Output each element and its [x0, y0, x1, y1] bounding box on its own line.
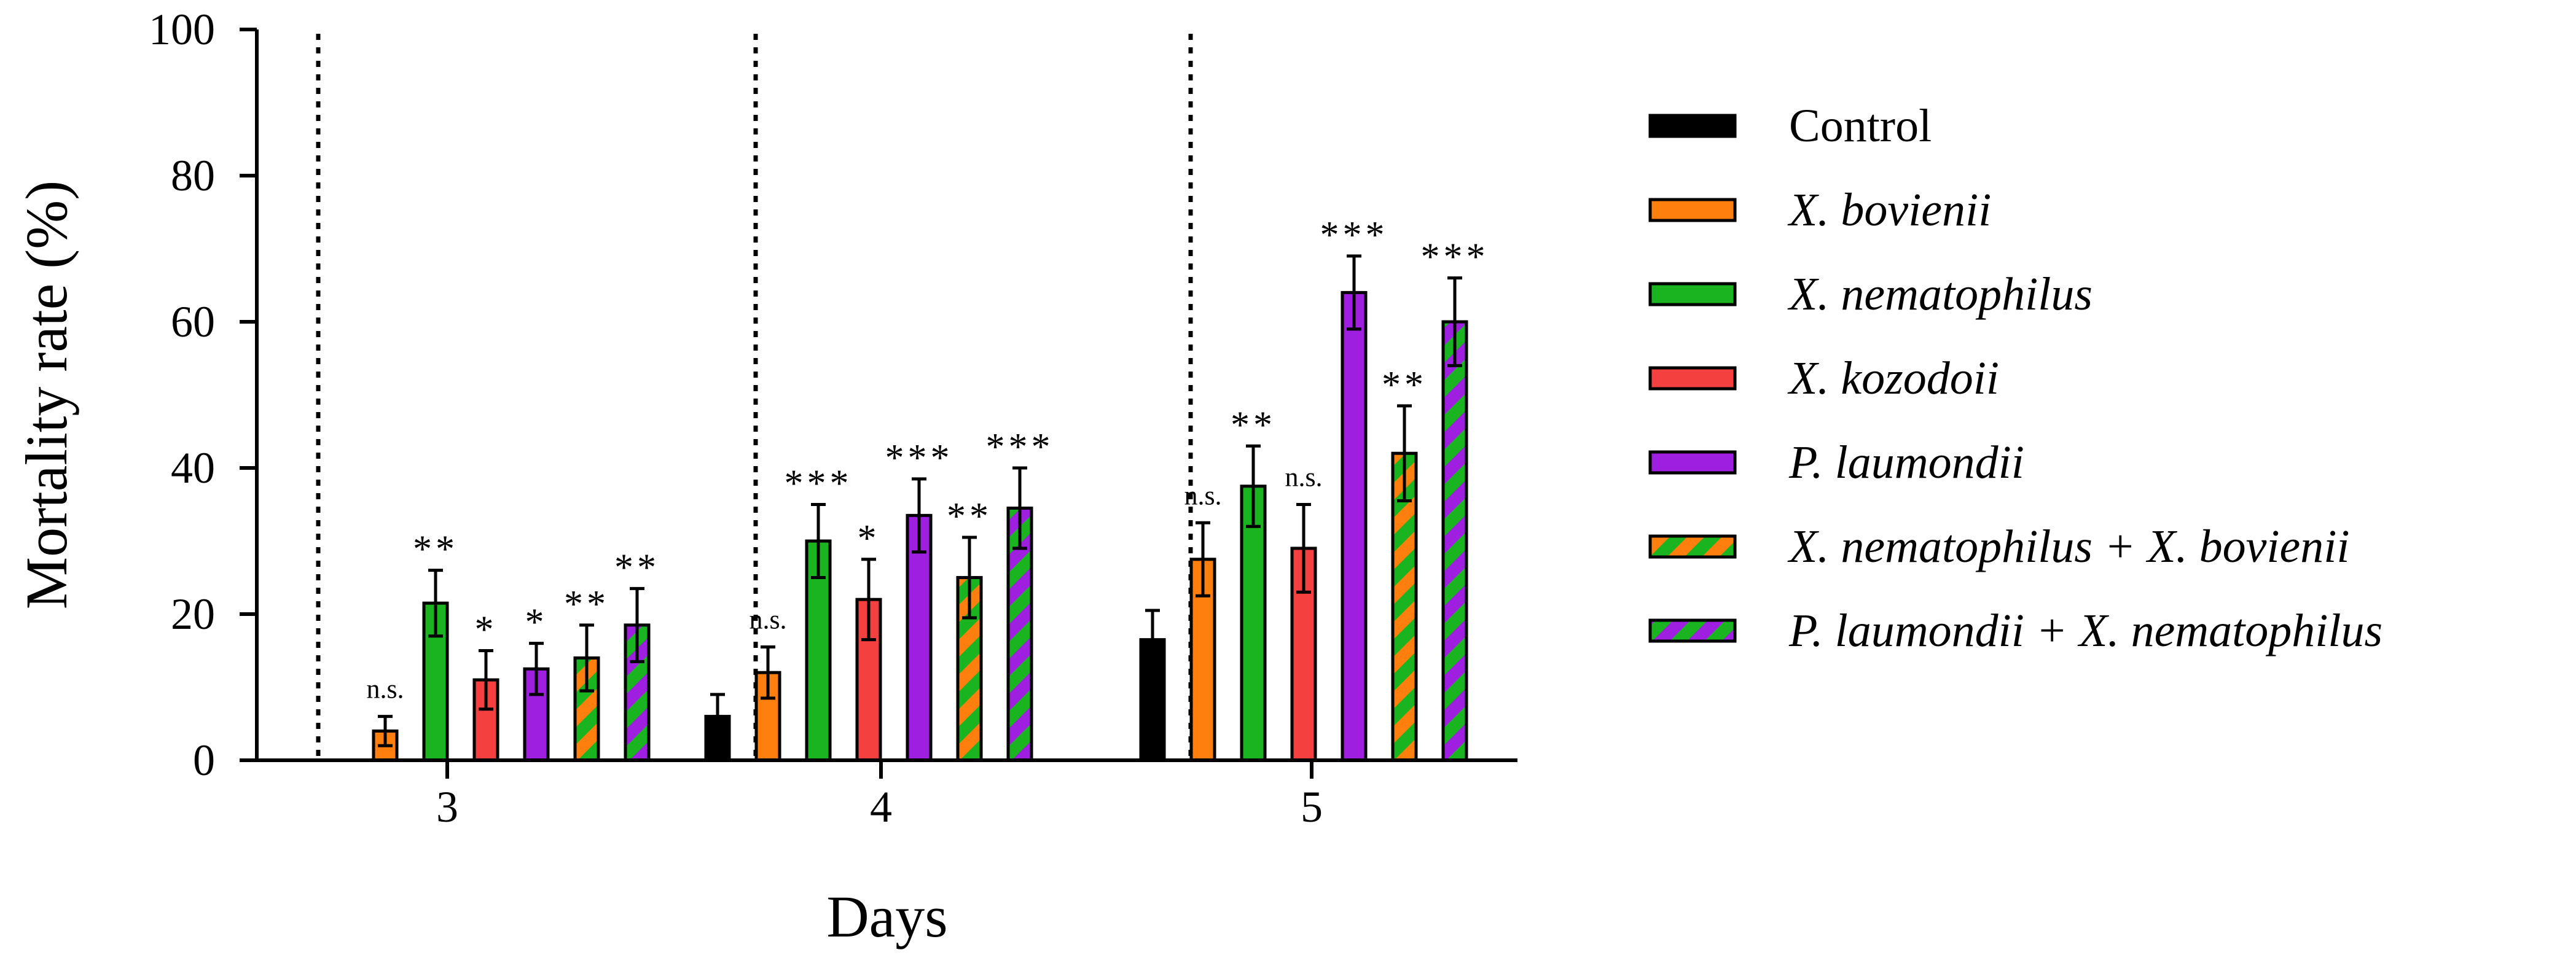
significance-label-ns: n.s. [1184, 480, 1221, 510]
x-tick-label: 5 [1301, 782, 1323, 831]
legend-swatch [1648, 198, 1737, 222]
bar [1341, 290, 1368, 762]
legend-swatch [1648, 282, 1737, 306]
significance-label-ns: n.s. [366, 674, 404, 704]
y-tick-label: 80 [171, 151, 215, 200]
significance-label-ns: n.s. [1285, 462, 1322, 493]
significance-label: *** [1421, 236, 1489, 278]
x-tick-label: 4 [870, 782, 892, 831]
significance-label: ** [564, 583, 609, 625]
significance-label: *** [785, 463, 853, 505]
legend-label: X. kozodoii [1787, 352, 1999, 404]
significance-label-ns: n.s. [749, 605, 786, 635]
significance-label: ** [413, 529, 458, 571]
significance-label: ** [947, 496, 992, 537]
legend-label: X. bovienii [1787, 184, 1991, 236]
y-tick-label: 20 [171, 590, 215, 639]
significance-label: ** [614, 547, 660, 588]
y-tick-label: 0 [193, 736, 215, 785]
plot-area: n.s.n.s.n.s.*********n.s.***************… [316, 34, 1489, 762]
legend-swatch [1648, 618, 1737, 643]
legend-swatch [1648, 450, 1737, 475]
significance-label: * [475, 609, 498, 651]
y-tick-label: 100 [149, 5, 215, 54]
x-ticks: 3 4 5 [436, 760, 1323, 831]
legend-swatch [1648, 366, 1737, 391]
y-tick-label: 40 [171, 443, 215, 493]
legend-swatch [1648, 534, 1737, 559]
legend-label: Control [1789, 100, 1932, 152]
legend: Control X. bovienii X. nematophilus X. kozo… [1648, 100, 2382, 656]
legend-label: X. nematophilus [1787, 268, 2093, 320]
significance-label: *** [1320, 214, 1388, 256]
significance-label: *** [986, 426, 1054, 468]
significance-label: *** [885, 437, 953, 479]
legend-label: X. nematophilus + X. bovienii [1787, 521, 2349, 572]
significance-label: ** [1382, 364, 1427, 406]
y-ticks: 0 20 40 60 80 100 [149, 5, 257, 785]
legend-swatch [1648, 114, 1737, 138]
significance-label: ** [1231, 404, 1276, 446]
y-axis-label: Mortality rate (%) [14, 181, 79, 609]
legend-label: P. laumondii [1788, 437, 2024, 488]
x-tick-label: 3 [436, 782, 458, 831]
axes: 0 20 40 60 80 100 3 4 5 Mortality rate (%) Days [14, 5, 1517, 949]
significance-label: * [858, 518, 880, 559]
bar [1441, 320, 1468, 762]
x-axis-label: Days [826, 884, 947, 949]
legend-label: P. laumondii + X. nematophilus [1788, 605, 2382, 656]
significance-label: * [525, 602, 548, 644]
y-tick-label: 60 [171, 297, 215, 346]
